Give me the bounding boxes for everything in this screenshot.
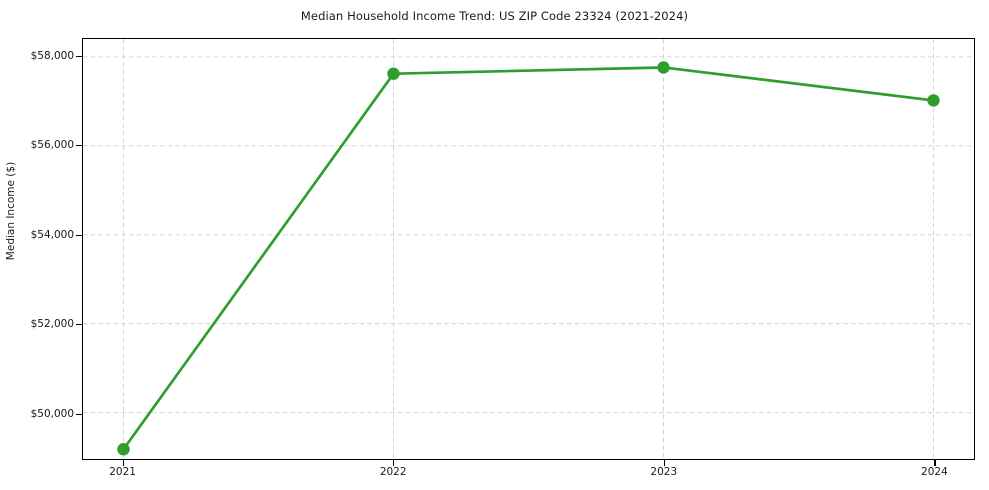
series-line: [122, 66, 935, 451]
data-series-layer: [117, 61, 940, 456]
x-axis-tick-mark: [393, 460, 395, 466]
data-point-marker[interactable]: [657, 61, 670, 74]
y-axis-tick-label: $58,000: [30, 49, 74, 62]
data-point-marker[interactable]: [117, 443, 130, 456]
y-axis-tick-mark: [76, 55, 82, 57]
y-axis-tick-label: $50,000: [30, 407, 74, 420]
x-axis-tick-label: 2023: [650, 466, 678, 478]
plot-area: [82, 38, 975, 460]
y-axis-tick-label: $52,000: [30, 318, 74, 331]
grid-layer: [83, 39, 974, 459]
y-axis-tick-mark: [76, 413, 82, 415]
x-axis-tick-mark: [934, 460, 936, 466]
y-axis-tick-label: $56,000: [30, 139, 74, 152]
y-axis-tick-mark: [76, 324, 82, 326]
data-point-marker[interactable]: [927, 94, 940, 107]
x-axis-tick-label: 2024: [921, 466, 948, 478]
y-axis-tick-labels: $58,000 $56,000 $54,000 $52,000 $50,000: [0, 0, 74, 490]
chart-title: Median Household Income Trend: US ZIP Co…: [300, 9, 689, 23]
data-point-marker[interactable]: [387, 67, 400, 80]
x-axis-tick-label: 2022: [379, 466, 407, 478]
x-axis-tick-label: 2021: [109, 466, 136, 478]
y-axis-tick-mark: [76, 145, 82, 147]
x-axis-tick-mark: [663, 460, 665, 466]
y-axis-tick-mark: [76, 234, 82, 236]
y-axis-tick-label: $54,000: [30, 228, 74, 241]
x-axis-tick-mark: [122, 460, 124, 466]
